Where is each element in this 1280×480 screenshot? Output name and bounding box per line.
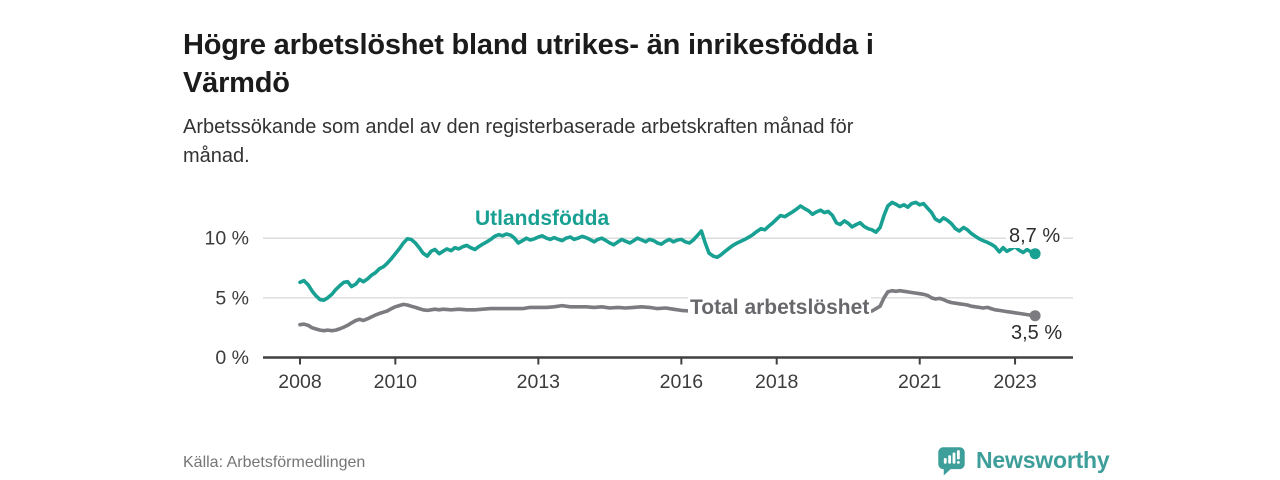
speech-bubble-shape [938,447,965,476]
x-tick-label: 2018 [755,371,798,393]
bar-tall [952,452,956,464]
y-tick-label: 0 % [215,347,249,369]
x-tick-label: 2021 [898,371,941,393]
end-value-label-total: 3,5 % [1008,322,1066,345]
exclamation-dot [956,461,960,464]
series-label-total-arbetsloshet: Total arbetslöshet [688,296,872,320]
series-line-total-arbetsl-shet [298,288,1037,333]
chart-subtitle: Arbetssökande som andel av den registerb… [183,116,854,167]
end-value-label-utlandsfodda: 8,7 % [1006,225,1064,248]
x-tick-label: 2013 [517,371,560,393]
page-title: Högre arbetslöshet bland utrikes- än inr… [183,29,874,100]
x-tick-label: 2023 [993,371,1036,393]
x-tick-label: 2016 [660,371,703,393]
x-tick-label: 2008 [278,371,321,393]
x-tick-label: 2010 [374,371,418,393]
exclamation-bar [956,450,960,460]
newsworthy-bubble-chart-icon [938,447,965,476]
end-dot-utlandsf-dda [1029,248,1041,260]
y-tick-label: 5 % [215,287,249,309]
bar-medium [948,455,952,464]
series-label-utlandsfodda: Utlandsfödda [473,207,612,231]
bar-small [943,457,947,464]
newsworthy-wordmark: Newsworthy [976,447,1110,473]
y-tick-label: 10 % [205,228,249,250]
end-dot-total-arbetsl-shet [1029,310,1041,322]
series-line-utlandsf-dda [298,200,1037,303]
source-note: Källa: Arbetsförmedlingen [183,454,366,471]
newsworthy-logo: Newsworthy [936,445,1110,476]
